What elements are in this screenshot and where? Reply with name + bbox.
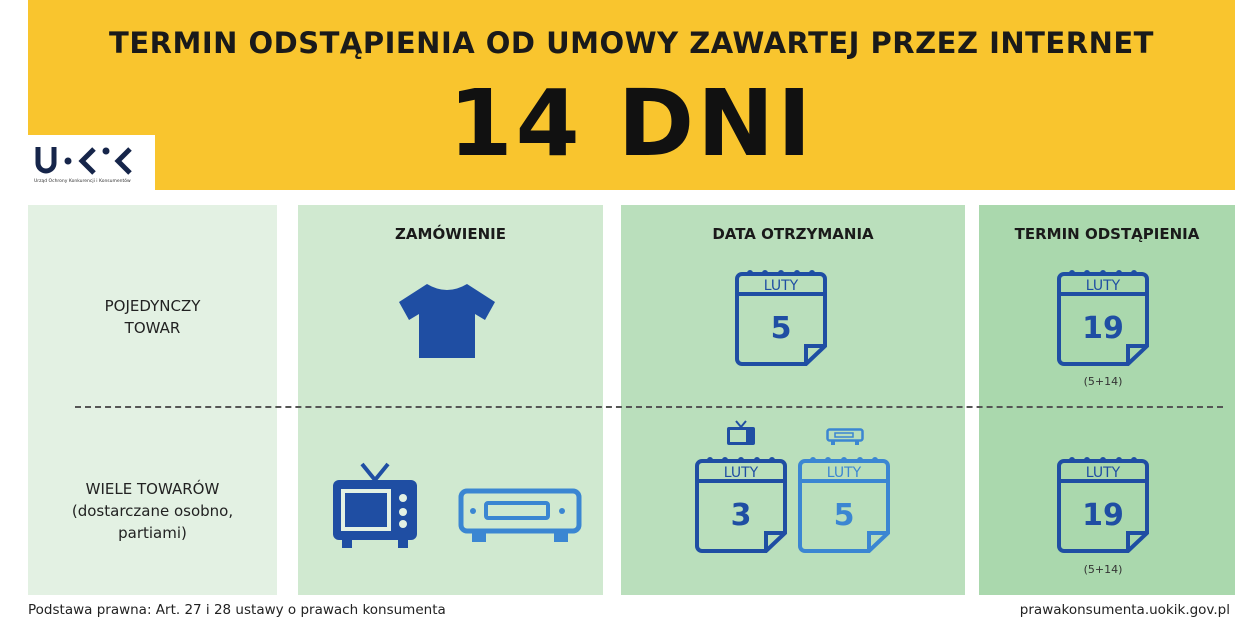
deadline-calculation: (5+14) [1083, 375, 1123, 388]
row-label-line: POJEDYNCZY [104, 297, 201, 315]
website-link[interactable]: prawakonsumenta.uokik.gov.pl [1019, 602, 1230, 618]
deadline-days: 14 DNI [448, 70, 815, 177]
row-label-column [28, 205, 277, 595]
column-header-deadline: TERMIN ODSTĄPIENIA [1014, 225, 1200, 243]
row-label-line: partiami) [118, 524, 187, 542]
calendar-icon-received-dvd: LUTY 5 [798, 457, 890, 553]
t-shirt-icon [399, 284, 495, 358]
calendar-day: 5 [834, 498, 855, 533]
calendar-month: LUTY [764, 278, 799, 294]
column-header-order: ZAMÓWIENIE [395, 225, 506, 243]
row-label-line: WIELE TOWARÓW [85, 480, 220, 498]
row-divider [75, 406, 1223, 408]
deadline-calculation: (5+14) [1083, 563, 1123, 576]
column-deadline: TERMIN ODSTĄPIENIA [979, 205, 1235, 595]
dvd-player-icon [826, 428, 864, 445]
calendar-day: 5 [771, 311, 792, 346]
calendar-icon-deadline-multiple: LUTY 19 [1057, 457, 1149, 553]
calendar-month: LUTY [724, 465, 759, 481]
calendar-icon-received-single: LUTY 5 [735, 270, 827, 366]
header-banner: TERMIN ODSTĄPIENIA OD UMOWY ZAWARTEJ PRZ… [28, 0, 1235, 190]
calendar-month: LUTY [1086, 465, 1121, 481]
uokik-logo-mark [35, 147, 132, 175]
logo-caption: Urząd Ochrony Konkurencji i Konsumentów [34, 179, 131, 184]
calendar-month: LUTY [1086, 278, 1121, 294]
calendar-month: LUTY [827, 465, 862, 481]
row-label-multiple: WIELE TOWARÓW (dostarczane osobno, parti… [28, 478, 277, 544]
tv-icon [727, 420, 755, 445]
column-header-received: DATA OTRZYMANIA [712, 225, 874, 243]
calendar-icon-received-tv: LUTY 3 [695, 457, 787, 553]
uokik-logo: Urząd Ochrony Konkurencji i Konsumentów [28, 135, 155, 191]
row-label-line: TOWAR [124, 319, 181, 337]
calendar-icon-deadline-single: LUTY 19 [1057, 270, 1149, 366]
legal-basis: Podstawa prawna: Art. 27 i 28 ustawy o p… [28, 602, 446, 618]
row-label-single: POJEDYNCZY TOWAR [28, 295, 277, 339]
calendar-day: 19 [1082, 311, 1124, 346]
column-received: DATA OTRZYMANIA [621, 205, 965, 595]
calendar-day: 3 [731, 498, 752, 533]
dvd-player-icon [458, 488, 582, 542]
calendar-day: 19 [1082, 498, 1124, 533]
row-label-line: (dostarczane osobno, [71, 502, 234, 520]
header-title: TERMIN ODSTĄPIENIA OD UMOWY ZAWARTEJ PRZ… [109, 26, 1154, 60]
tv-icon [333, 462, 417, 548]
